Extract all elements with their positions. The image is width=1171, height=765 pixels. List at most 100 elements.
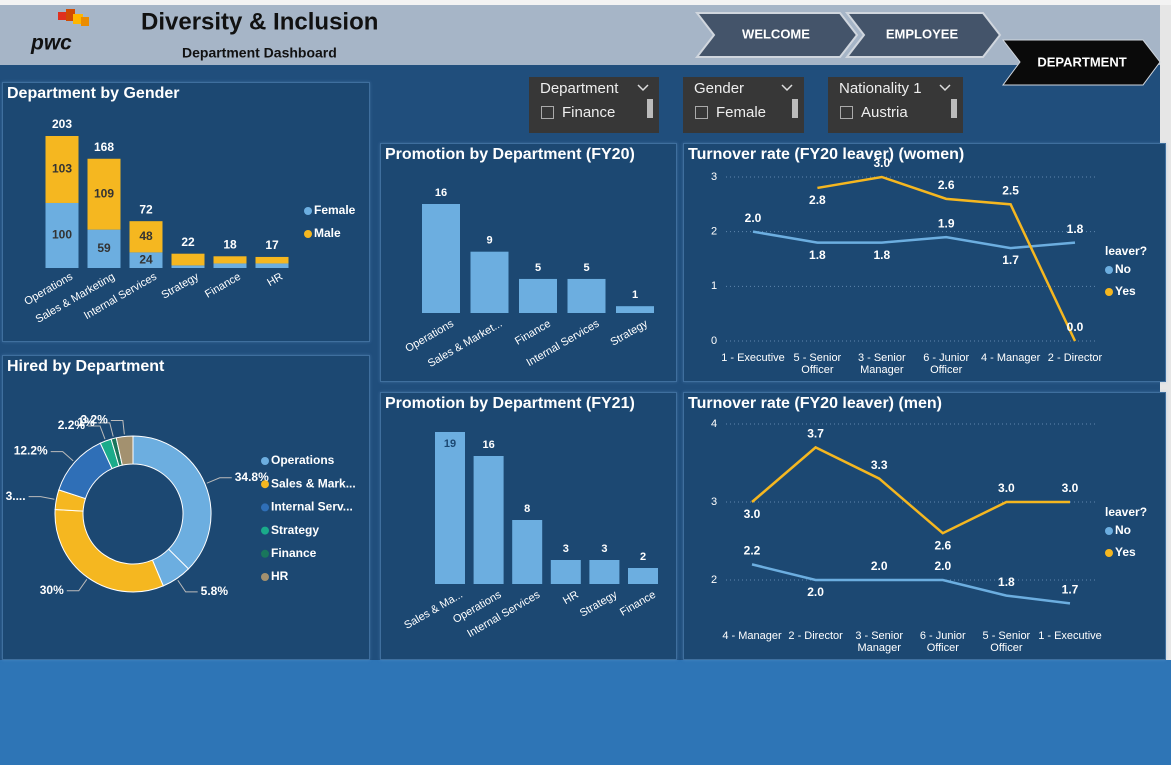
data-label: 103 bbox=[52, 162, 72, 176]
legend-label: Yes bbox=[1115, 545, 1136, 559]
nav-chevron[interactable] bbox=[694, 12, 859, 58]
bar bbox=[567, 278, 606, 313]
filter-value[interactable]: Female bbox=[716, 104, 767, 121]
y-tick-label: 4 bbox=[711, 418, 717, 430]
dropdown-icon[interactable] bbox=[938, 83, 952, 93]
x-tick-label: 4 - Manager bbox=[980, 352, 1041, 364]
page-title: Diversity & Inclusion bbox=[141, 8, 378, 35]
data-label: 3 bbox=[601, 543, 607, 555]
y-tick-label: 0 bbox=[711, 335, 717, 347]
legend-title: leaver? bbox=[1105, 244, 1147, 258]
data-label: 1.8 bbox=[998, 575, 1015, 589]
data-label: 2.0 bbox=[871, 559, 888, 573]
page-subtitle: Department Dashboard bbox=[182, 45, 337, 61]
nav-label[interactable]: DEPARTMENT bbox=[1037, 54, 1126, 69]
logo-block bbox=[81, 17, 89, 26]
legend-label: Female bbox=[314, 203, 356, 217]
bar bbox=[470, 251, 509, 313]
nav-item[interactable]: DEPARTMENT bbox=[1001, 39, 1161, 86]
bar-segment bbox=[87, 158, 121, 230]
leader-line bbox=[88, 425, 106, 440]
total-label: 72 bbox=[139, 202, 153, 216]
bar-segment bbox=[171, 265, 205, 268]
y-tick-label: 1 bbox=[711, 280, 717, 292]
data-label: 2.8 bbox=[809, 193, 826, 207]
x-tick-label: 6 - Junior Officer bbox=[919, 630, 966, 654]
filter[interactable]: Nationality 1 Austria bbox=[828, 77, 963, 133]
dropdown-icon[interactable] bbox=[780, 83, 794, 93]
data-label: 1 bbox=[632, 289, 638, 301]
filter-value[interactable]: Austria bbox=[861, 104, 908, 121]
chart-title: Turnover rate (FY20 leaver) (women) bbox=[688, 146, 965, 163]
x-tick-label: Strategy bbox=[608, 317, 650, 348]
leader-line bbox=[177, 579, 198, 593]
logo-block bbox=[73, 14, 83, 24]
data-label: 2.2 bbox=[744, 544, 761, 558]
x-tick-label: Strategy bbox=[578, 588, 620, 619]
x-tick-label: Internal Services bbox=[82, 270, 159, 322]
logo: pwc bbox=[30, 32, 72, 55]
nav-label[interactable]: WELCOME bbox=[742, 26, 810, 41]
filter-scroll bbox=[951, 99, 957, 118]
data-label: 3.3 bbox=[871, 458, 888, 472]
x-tick-label: 4 - Manager bbox=[722, 630, 782, 642]
data-label: 3.2% bbox=[80, 413, 108, 427]
filter-label: Department bbox=[540, 80, 619, 97]
filter[interactable]: Department Finance bbox=[529, 77, 659, 133]
checkbox[interactable] bbox=[695, 106, 708, 119]
y-tick-label: 2 bbox=[711, 226, 717, 238]
chart-panel: 19 Sales & Ma... 16 Operations 8 Internal Ser… bbox=[380, 392, 677, 660]
filter-value[interactable]: Finance bbox=[562, 104, 616, 121]
chart-title: Hired by Department bbox=[7, 358, 165, 375]
filter[interactable]: Gender Female bbox=[683, 77, 804, 133]
total-label: 17 bbox=[265, 238, 279, 252]
x-tick-label: Strategy bbox=[159, 270, 201, 301]
leader-line bbox=[50, 451, 74, 462]
leader-line bbox=[206, 477, 232, 484]
x-tick-label: 1 - Executive bbox=[721, 352, 785, 364]
chart-title: Department by Gender bbox=[7, 85, 180, 102]
leader-line bbox=[110, 420, 125, 435]
logo-block bbox=[66, 9, 75, 21]
data-label: 3.0 bbox=[873, 156, 890, 170]
donut-slice bbox=[132, 435, 212, 570]
data-label: 5.8% bbox=[201, 584, 229, 598]
checkbox[interactable] bbox=[541, 106, 554, 119]
filter-scroll bbox=[647, 99, 653, 118]
bar-segment bbox=[213, 256, 247, 264]
legend-marker bbox=[304, 230, 312, 238]
x-tick-label: Finance bbox=[618, 589, 658, 619]
filter-label: Gender bbox=[694, 80, 745, 97]
legend-marker bbox=[1105, 549, 1113, 557]
chart-panel: 100 103 203 Operations 59 109 168 Sales & Marke… bbox=[2, 82, 370, 342]
chevron bbox=[781, 84, 793, 92]
line-series bbox=[817, 175, 1077, 342]
bar bbox=[589, 560, 620, 584]
legend-marker bbox=[261, 457, 269, 465]
legend-label: Sales & Mark... bbox=[271, 476, 356, 490]
data-label: 100 bbox=[52, 228, 72, 242]
bar bbox=[616, 306, 654, 313]
chart-title: Promotion by Department (FY20) bbox=[385, 146, 635, 163]
data-label: 8 bbox=[524, 503, 530, 515]
total-label: 168 bbox=[94, 140, 114, 154]
nav-label[interactable]: EMPLOYEE bbox=[886, 26, 959, 41]
line-series bbox=[751, 445, 1070, 535]
data-label: 5 bbox=[583, 262, 589, 274]
y-tick-label: 3 bbox=[711, 171, 717, 183]
nav-item[interactable]: EMPLOYEE bbox=[844, 12, 1002, 58]
nav-item[interactable]: WELCOME bbox=[694, 12, 859, 58]
x-tick-label: 5 - Senior Officer bbox=[793, 352, 842, 376]
checkbox[interactable] bbox=[840, 106, 853, 119]
y-tick-label: 3 bbox=[711, 496, 717, 508]
nav-chevron[interactable] bbox=[844, 12, 1002, 58]
dropdown-icon[interactable] bbox=[636, 83, 650, 93]
data-label: 2.6 bbox=[938, 178, 955, 192]
bar-segment bbox=[45, 136, 79, 203]
data-label: 3.... bbox=[6, 489, 26, 503]
chart-title: Turnover rate (FY20 leaver) (men) bbox=[688, 395, 943, 412]
nav-chevron[interactable] bbox=[1001, 39, 1161, 86]
